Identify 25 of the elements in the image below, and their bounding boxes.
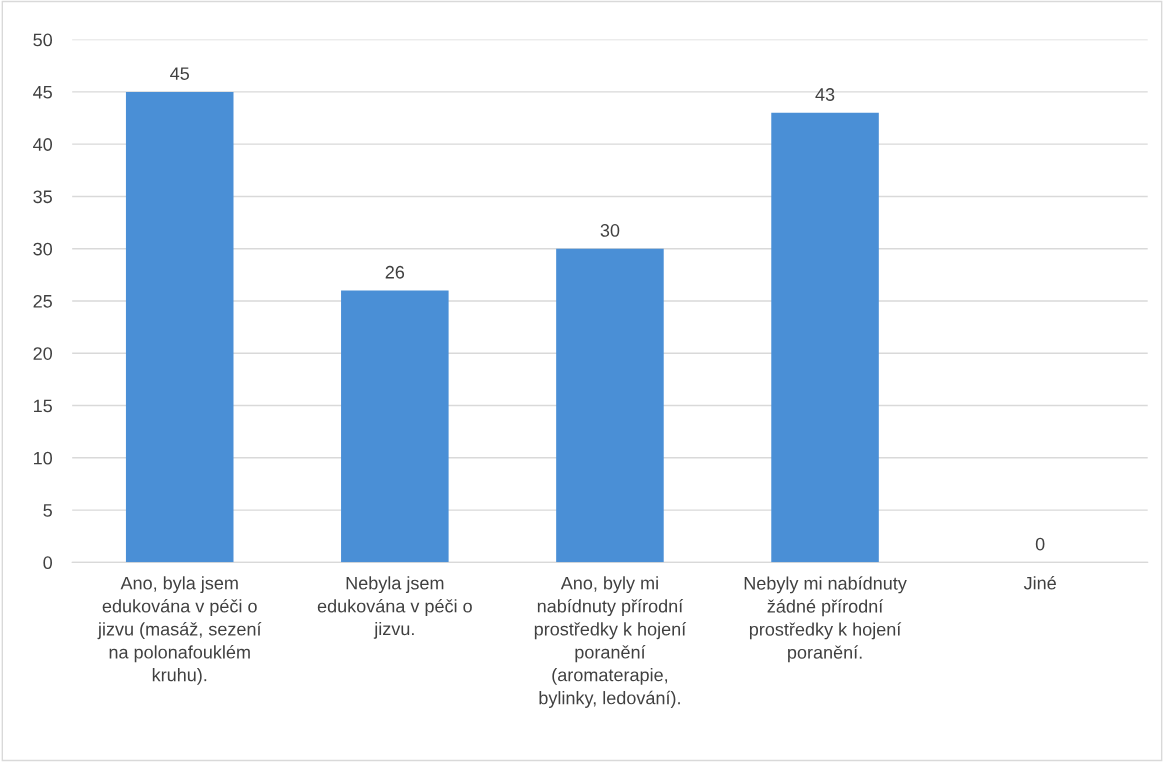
data-label: 43	[815, 88, 835, 101]
y-tick-label: 25	[33, 294, 52, 308]
bar	[556, 248, 664, 563]
bar	[125, 91, 234, 563]
x-tick-label: Ano, byly mi nabídnuty přírodní prostředky k hojení poranění (aromaterapie, bylinky, ledování).	[534, 576, 687, 708]
x-tick-label: Nebyly mi nabídnuty žádné přírodní prostředky k hojení poranění.	[744, 576, 907, 663]
x-tick-label: Ano, byla jsem edukována v péči o jizvu (masáž, sezení na polonafouklém kruhu).	[97, 576, 262, 685]
y-tick-label: 30	[33, 242, 53, 256]
y-tick-label: 20	[33, 347, 53, 360]
y-tick-label: 10	[34, 451, 53, 465]
data-label: 30	[600, 224, 620, 237]
data-label: 26	[385, 265, 405, 279]
x-tick-label: Nebyla jsem edukována v péči o jizvu.	[317, 576, 472, 639]
y-tick-label: 5	[43, 504, 52, 517]
y-tick-label: 0	[43, 556, 53, 570]
data-label: 45	[170, 67, 190, 80]
x-tick-label: Jiné	[1023, 576, 1056, 590]
bar	[771, 112, 879, 563]
y-tick-label: 35	[33, 190, 52, 204]
y-tick-label: 15	[34, 399, 52, 413]
bar	[341, 290, 449, 563]
y-tick-label: 50	[33, 33, 53, 47]
y-tick-label: 40	[33, 138, 53, 151]
data-label: 0	[1035, 537, 1045, 551]
y-tick-label: 45	[33, 86, 52, 99]
